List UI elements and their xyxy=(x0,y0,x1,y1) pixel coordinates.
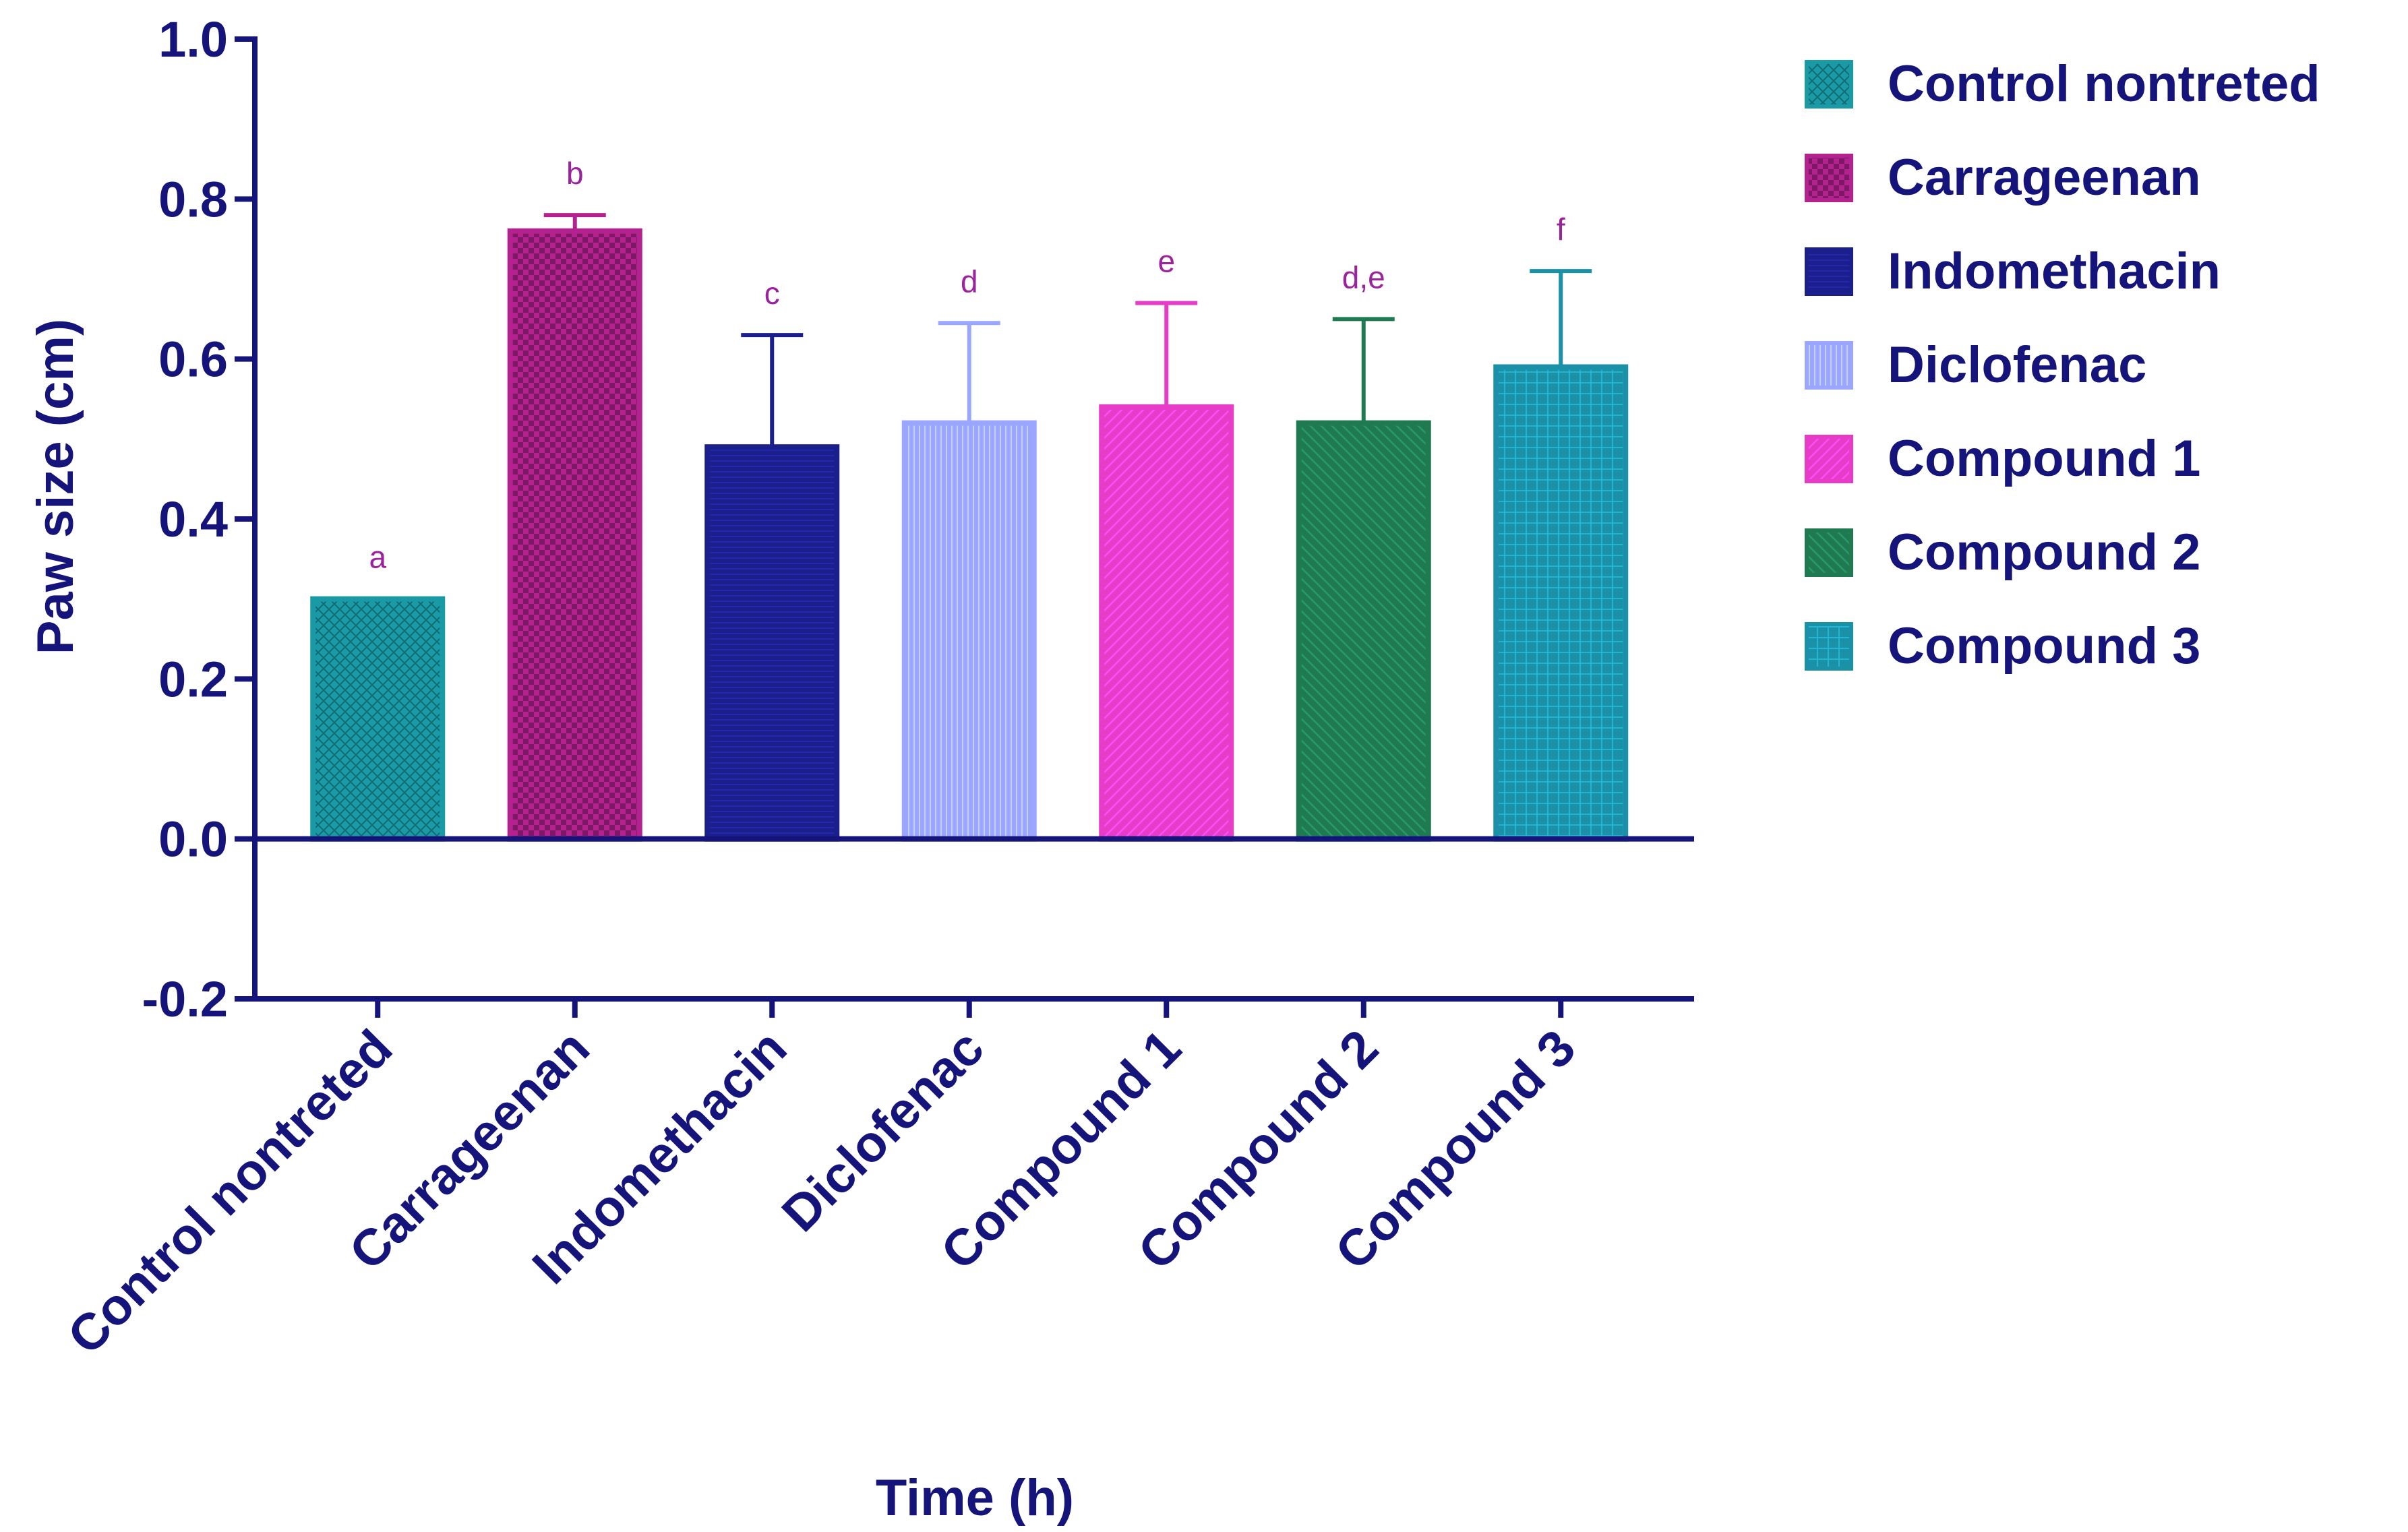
legend: Control nontreted Carrageenan Indomethacin… xyxy=(1805,55,2320,675)
bar-carrageenan xyxy=(507,228,642,842)
legend-item: Compound 3 xyxy=(1805,617,2200,675)
legend-item: Diclofenac xyxy=(1805,336,2146,394)
legend-item: Indomethacin xyxy=(1805,243,2221,300)
legend-swatch xyxy=(1805,154,1853,202)
legend-label: Indomethacin xyxy=(1888,243,2221,300)
y-tick-label: 0.2 xyxy=(158,651,228,707)
significance-label: f xyxy=(1557,212,1565,247)
legend-label: Control nontreted xyxy=(1888,55,2320,113)
error-bar-compound-3 xyxy=(1530,269,1592,367)
significance-label: d,e xyxy=(1342,259,1385,295)
y-axis-label: Paw size (cm) xyxy=(27,319,84,654)
legend-item: Carrageenan xyxy=(1805,149,2201,206)
significance-label: b xyxy=(566,156,584,191)
bar-compound-1 xyxy=(1099,404,1234,842)
bar-diclofenac xyxy=(901,420,1037,842)
legend-swatch xyxy=(1805,60,1853,109)
y-tick-label: 0.0 xyxy=(158,811,228,867)
bar-indomethacin xyxy=(704,444,840,842)
legend-item: Compound 2 xyxy=(1805,524,2200,581)
x-axis-label: Time (h) xyxy=(876,1469,1074,1527)
y-tick-label: 0.8 xyxy=(158,171,228,227)
error-bar-diclofenac xyxy=(938,321,1000,423)
error-bars-layer xyxy=(543,213,1592,448)
legend-label: Compound 2 xyxy=(1888,524,2200,581)
error-bar-indomethacin xyxy=(741,333,804,448)
legend-label: Carrageenan xyxy=(1888,149,2201,206)
error-bar-carrageenan xyxy=(543,213,606,231)
legend-swatch xyxy=(1805,435,1853,483)
legend-item: Compound 1 xyxy=(1805,430,2200,487)
significance-label: a xyxy=(369,540,386,575)
significance-label: e xyxy=(1157,244,1175,279)
y-tick-label: 1.0 xyxy=(158,11,228,67)
legend-swatch xyxy=(1805,622,1853,671)
legend-label: Diclofenac xyxy=(1888,336,2146,394)
bar-compound-2 xyxy=(1296,420,1431,842)
error-bar-compound-2 xyxy=(1332,317,1395,423)
legend-label: Compound 3 xyxy=(1888,617,2200,675)
significance-label: c xyxy=(764,276,780,311)
bar-compound-3 xyxy=(1493,364,1629,842)
legend-swatch xyxy=(1805,528,1853,577)
labels-layer: a b c d e d,e f xyxy=(369,156,1565,575)
y-tick-label: 0.4 xyxy=(158,491,228,547)
bar-control-nontreted xyxy=(310,596,446,842)
x-tick-label: Control nontreted xyxy=(57,1019,403,1366)
legend-item: Control nontreted xyxy=(1805,55,2320,113)
significance-label: d xyxy=(961,264,978,299)
legend-label: Compound 1 xyxy=(1888,430,2200,487)
legend-swatch xyxy=(1805,247,1853,296)
y-tick-label: 0.6 xyxy=(158,332,228,388)
y-tick-label: -0.2 xyxy=(142,971,228,1027)
error-bar-compound-1 xyxy=(1135,301,1198,407)
legend-swatch xyxy=(1805,341,1853,390)
